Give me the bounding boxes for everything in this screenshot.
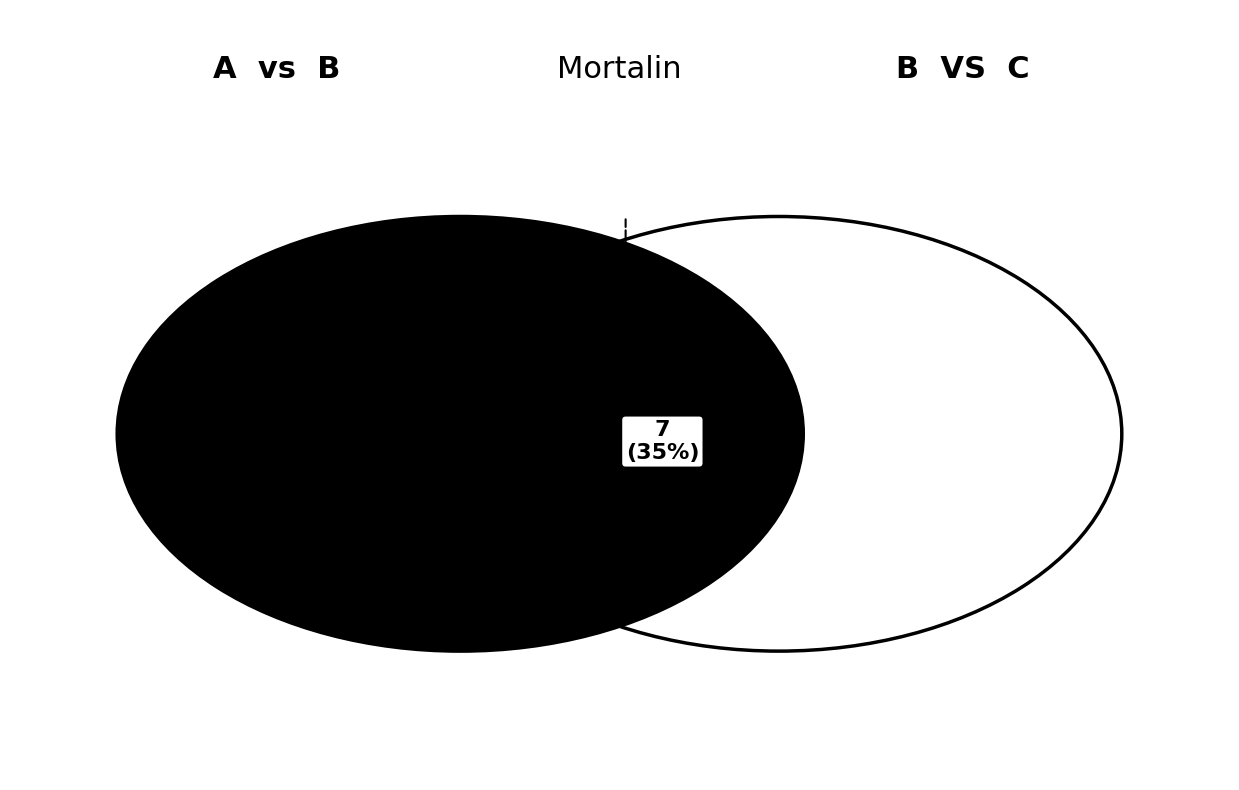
Circle shape [436, 216, 1121, 651]
Text: B  VS  C: B VS C [896, 55, 1030, 84]
Text: Mortalin: Mortalin [558, 55, 681, 84]
Circle shape [118, 216, 803, 651]
Text: 7
(35%): 7 (35%) [626, 420, 699, 463]
Text: A  vs  B: A vs B [213, 55, 341, 84]
